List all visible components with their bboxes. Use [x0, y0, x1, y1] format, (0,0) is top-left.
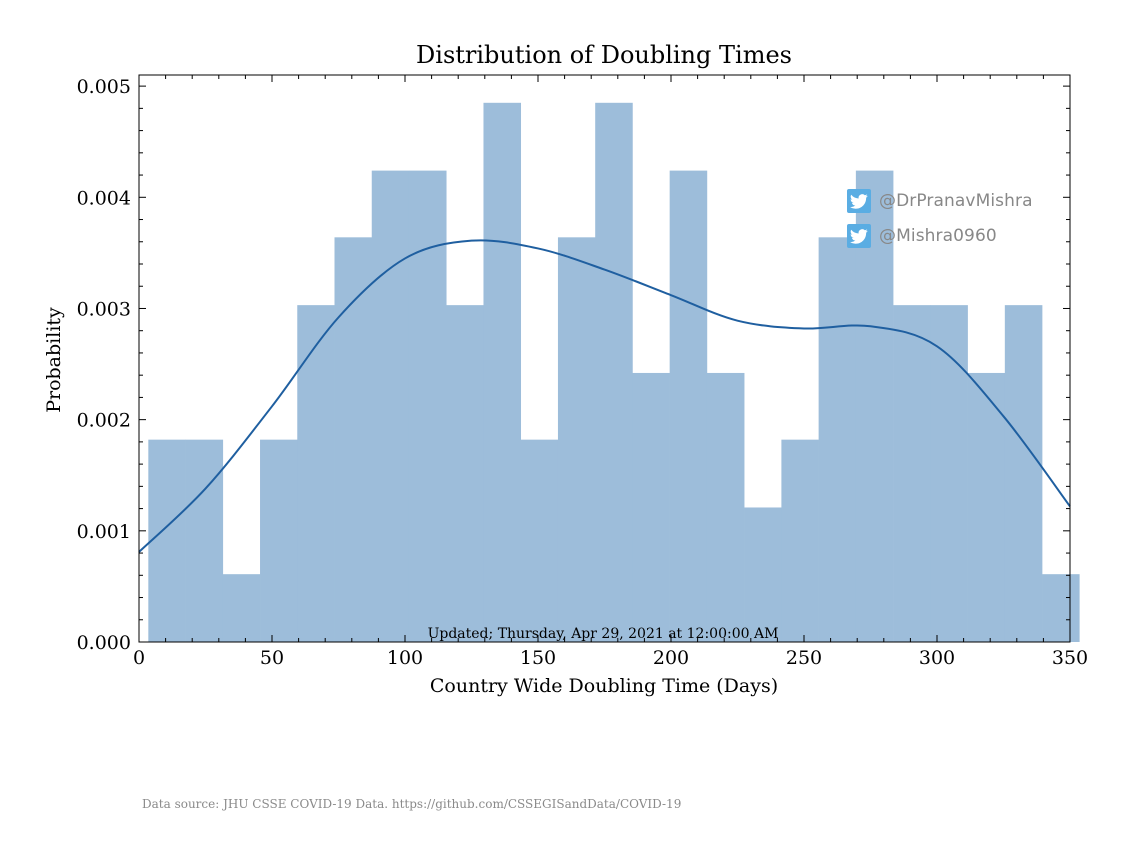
twitter-handle: @Mishra0960 [879, 226, 997, 246]
x-tick-label: 50 [260, 647, 284, 669]
histogram-bar [818, 237, 857, 643]
histogram-bar [595, 102, 633, 642]
plot-frame [138, 74, 1071, 643]
x-tick-label: 250 [786, 647, 822, 669]
chart-title: Distribution of Doubling Times [416, 41, 792, 69]
y-tick-label: 0.005 [77, 76, 131, 98]
histogram-bar [781, 439, 819, 642]
y-tick-label: 0.001 [77, 521, 131, 543]
histogram-bar [1004, 305, 1043, 642]
histogram-bar [967, 372, 1006, 642]
x-tick-label: 150 [520, 647, 556, 669]
histogram-bar [893, 305, 931, 642]
y-axis-label: Probability [43, 307, 65, 413]
histogram-bar [855, 170, 894, 643]
twitter-icon [847, 189, 871, 213]
histogram-bar [148, 439, 186, 642]
y-tick-labels: 0.000 0.001 0.002 0.003 0.004 0.005 [77, 76, 131, 654]
x-tick-labels: 0 50 100 150 200 250 300 350 [133, 647, 1088, 669]
x-tick-label: 100 [387, 647, 423, 669]
histogram-bar [557, 237, 596, 643]
histogram-bar [222, 574, 261, 642]
watermark-handle-1: @DrPranavMishra [847, 188, 1033, 214]
histogram-bar [520, 439, 559, 642]
histogram-bar [632, 372, 670, 642]
x-axis-label: Country Wide Doubling Time (Days) [430, 675, 778, 697]
histogram-bar [297, 305, 335, 642]
histogram-bar [669, 170, 708, 643]
x-tick-label: 300 [919, 647, 955, 669]
y-tick-label: 0.003 [77, 298, 131, 320]
twitter-handle: @DrPranavMishra [879, 191, 1033, 211]
y-tick-label: 0.000 [77, 632, 131, 654]
x-tick-label: 0 [133, 647, 145, 669]
data-source-note: Data source: JHU CSSE COVID-19 Data. htt… [142, 797, 682, 811]
histogram-bar [483, 102, 522, 642]
updated-annotation: Updated; Thursday, Apr 29, 2021 at 12:00… [428, 626, 779, 642]
ticks-group [138, 75, 1071, 643]
histogram-bar [1042, 574, 1080, 642]
histogram-bar [744, 507, 782, 642]
histogram-bar [706, 372, 745, 642]
y-tick-label: 0.002 [77, 410, 131, 432]
histogram-bar [260, 439, 298, 642]
twitter-icon [847, 224, 871, 248]
bars-group [148, 102, 1080, 643]
y-tick-label: 0.004 [77, 187, 131, 209]
kde-curve [138, 239, 1071, 553]
histogram-bar [371, 170, 410, 643]
histogram-bar [930, 305, 968, 642]
histogram-bar [408, 170, 447, 643]
x-tick-label: 200 [653, 647, 689, 669]
histogram-bar [185, 439, 224, 642]
histogram-bar [334, 237, 373, 643]
histogram-bar [446, 305, 484, 642]
watermark-handle-2: @Mishra0960 [847, 223, 997, 249]
x-tick-label: 350 [1052, 647, 1088, 669]
